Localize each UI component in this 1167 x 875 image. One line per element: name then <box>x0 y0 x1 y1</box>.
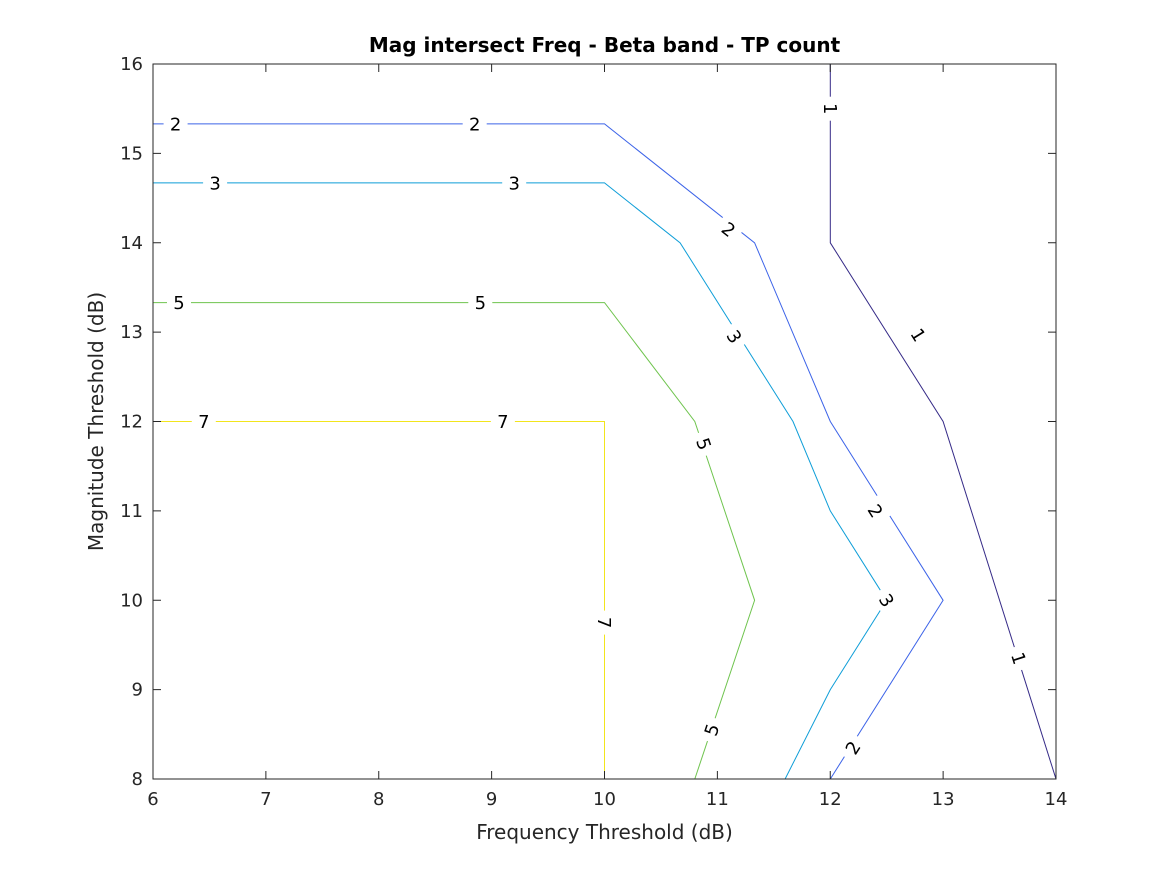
y-tick-label: 14 <box>120 233 143 254</box>
contour-label-bg <box>502 171 527 194</box>
y-tick-label: 13 <box>120 322 143 343</box>
contour-label-text: 3 <box>209 173 220 194</box>
x-tick-label: 12 <box>819 789 842 810</box>
y-axis-label: Magnitude Threshold (dB) <box>84 292 108 551</box>
contour-label-bg <box>468 291 493 314</box>
contour-label-text: 7 <box>198 412 209 433</box>
x-tick-label: 7 <box>260 789 271 810</box>
contour-label-1: 1 <box>1004 643 1033 674</box>
x-axis-label: Frequency Threshold (dB) <box>476 820 733 844</box>
contour-label-1: 1 <box>819 96 842 121</box>
contour-line-5 <box>153 302 756 780</box>
contour-label-bg <box>593 610 616 635</box>
contour-label-text: 2 <box>170 114 181 135</box>
contour-label-bg <box>718 320 751 353</box>
contour-label-text: 5 <box>173 293 184 314</box>
y-tick-label: 12 <box>120 412 143 433</box>
contour-label-bg <box>819 96 842 121</box>
contour-label-2: 2 <box>712 213 745 246</box>
contour-label-bg <box>163 112 188 135</box>
x-tick-label: 8 <box>373 789 384 810</box>
y-tick-label: 9 <box>132 680 143 701</box>
contour-label-text: 5 <box>475 293 486 314</box>
contour-label-3: 3 <box>718 320 751 353</box>
chart-title: Mag intersect Freq - Beta band - TP coun… <box>369 33 841 57</box>
contour-label-7: 7 <box>490 410 515 433</box>
contour-label-3: 3 <box>502 171 527 194</box>
x-tick-label: 11 <box>706 789 729 810</box>
contour-label-7: 7 <box>191 410 216 433</box>
y-tick-label: 8 <box>132 769 143 790</box>
contour-label-bg <box>712 213 745 246</box>
x-tick-label: 10 <box>593 789 616 810</box>
contour-label-bg <box>870 584 903 617</box>
contour-label-3: 3 <box>870 584 903 617</box>
contour-label-3: 3 <box>203 171 228 194</box>
y-tick-label: 10 <box>120 590 143 611</box>
contour-lines <box>153 64 1057 780</box>
contour-label-bg <box>859 494 892 527</box>
contour-label-bg <box>689 428 719 459</box>
contour-label-2: 2 <box>163 112 188 135</box>
contour-line-7 <box>153 421 605 779</box>
contour-label-bg <box>490 410 515 433</box>
contour-label-5: 5 <box>167 291 191 314</box>
contour-label-text: 1 <box>819 103 840 114</box>
contour-line-2 <box>153 123 944 780</box>
contour-labels: 1 1 1 2 2 2 2 2 3 3 3 3 5 5 5 5 7 7 7 <box>163 96 1033 764</box>
contour-label-5: 5 <box>697 714 726 745</box>
contour-label-7: 7 <box>593 610 616 635</box>
contour-label-bg <box>167 291 191 314</box>
contour-label-bg <box>697 714 726 745</box>
x-tick-label: 14 <box>1045 789 1068 810</box>
y-tick-label: 15 <box>120 143 143 164</box>
y-tick-label: 11 <box>120 501 143 522</box>
contour-line-1 <box>829 64 1057 780</box>
contour-label-bg <box>203 171 228 194</box>
contour-label-5: 5 <box>468 291 493 314</box>
x-tick-label: 9 <box>486 789 497 810</box>
contour-line-3 <box>153 182 888 780</box>
contour-label-bg <box>837 731 869 764</box>
contour-label-bg <box>902 318 935 351</box>
contour-label-5: 5 <box>689 428 719 459</box>
contour-label-bg <box>1004 643 1033 674</box>
contour-label-text: 3 <box>508 173 519 194</box>
contour-label-bg <box>462 112 487 135</box>
contour-label-1: 1 <box>902 318 935 351</box>
contour-label-text: 2 <box>469 114 480 135</box>
contour-label-text: 7 <box>593 617 614 628</box>
x-tick-label: 13 <box>932 789 955 810</box>
contour-label-2: 2 <box>837 731 869 764</box>
contour-label-2: 2 <box>462 112 487 135</box>
contour-label-2: 2 <box>859 494 892 527</box>
contour-label-text: 7 <box>497 412 508 433</box>
x-tick-label: 6 <box>147 789 158 810</box>
contour-label-bg <box>191 410 216 433</box>
y-tick-label: 16 <box>120 54 143 75</box>
